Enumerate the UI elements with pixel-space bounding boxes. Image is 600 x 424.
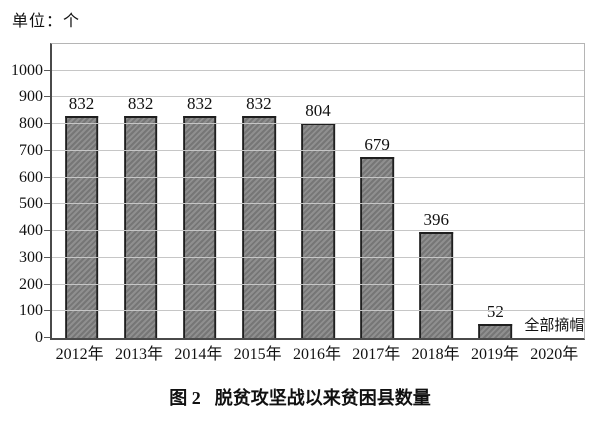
annotation-label: 全部摘帽 [524, 318, 585, 334]
bar [64, 115, 99, 338]
gridline [52, 310, 584, 312]
bar-value-label: 396 [423, 210, 449, 230]
y-axis-tick [44, 69, 50, 71]
bar [182, 115, 217, 338]
y-tick-label: 1000 [11, 61, 43, 79]
gridline [52, 123, 584, 125]
x-tick-label: 2013年 [114, 346, 163, 363]
y-axis-tick [44, 176, 50, 178]
y-axis-tick [44, 230, 50, 232]
bar-slot: 全部摘帽 [524, 44, 584, 338]
bar-value-label: 52 [486, 302, 504, 322]
y-tick-label: 500 [19, 195, 43, 213]
x-tick-label: 2017年 [352, 346, 401, 363]
y-axis-tick [44, 203, 50, 205]
y-axis-tick [44, 96, 50, 98]
figure-title: 脱贫攻坚战以来贫困县数量 [214, 388, 431, 408]
x-tick-label: 2019年 [470, 346, 519, 363]
y-tick-label: 300 [19, 248, 43, 266]
y-axis-labels: 0 100 200 300 400 500 600 700 800 900 1000 [0, 44, 43, 345]
gridline [52, 96, 584, 98]
y-tick-label: 600 [19, 168, 43, 186]
x-tick-label: 2016年 [292, 346, 341, 363]
y-tick-label: 200 [19, 275, 43, 293]
gridline [52, 230, 584, 232]
gridline [52, 149, 584, 151]
bar-slot: 52 [466, 44, 525, 338]
y-tick-label: 0 [35, 329, 43, 346]
bar [242, 115, 276, 338]
figure-number: 图 2 [169, 388, 201, 408]
x-tick-label: 2020年 [530, 346, 579, 363]
bar-slot: 679 [348, 44, 407, 338]
y-tick-label: 400 [19, 222, 43, 240]
bar-value-label: 832 [127, 93, 154, 113]
figure-caption: 图 2 脱贫攻坚战以来贫困县数量 [0, 389, 600, 407]
y-axis-tick [44, 337, 50, 338]
bar [419, 232, 454, 338]
gridline [52, 69, 584, 71]
y-axis-tick [44, 283, 50, 285]
bar-slot: 396 [407, 44, 466, 338]
gridline [52, 256, 584, 258]
y-axis-tick [44, 310, 50, 312]
bar-slot: 832 [52, 44, 111, 338]
gridline [52, 176, 584, 178]
gridline [52, 203, 584, 205]
bar-value-label: 832 [187, 93, 213, 113]
y-axis-tick [44, 256, 50, 258]
y-tick-label: 800 [19, 115, 43, 133]
bar-slot: 832 [111, 44, 170, 338]
x-axis-labels: 2012年 2013年 2014年 2015年 2016年 2017年 2018年 2019年… [50, 346, 584, 364]
bar-value-label: 679 [364, 134, 390, 154]
y-axis-tick [44, 149, 50, 151]
bar-slot: 804 [288, 44, 347, 338]
bar [123, 115, 158, 338]
bar-slots: 832 832 832 832 804 679 396 52 全部摘帽 [52, 44, 584, 338]
y-tick-label: 700 [19, 141, 43, 159]
bar [478, 324, 513, 338]
bar-value-label: 832 [246, 93, 272, 113]
plot-area: 832 832 832 832 804 679 396 52 全部摘帽 [44, 43, 585, 340]
bar [360, 156, 394, 338]
gridline [52, 283, 584, 285]
bar-slot: 832 [229, 44, 288, 338]
x-tick-label: 2012年 [55, 346, 104, 363]
x-tick-label: 2018年 [411, 346, 460, 363]
bar-value-label: 804 [305, 101, 331, 121]
y-tick-label: 900 [19, 88, 43, 106]
x-tick-label: 2015年 [233, 346, 282, 363]
bar-value-label: 832 [68, 93, 95, 113]
y-tick-label: 100 [19, 302, 43, 320]
bar-slot: 832 [170, 44, 229, 338]
y-axis-tick [44, 123, 50, 125]
unit-label: 单位：个 [12, 13, 81, 30]
x-tick-label: 2014年 [174, 346, 223, 363]
